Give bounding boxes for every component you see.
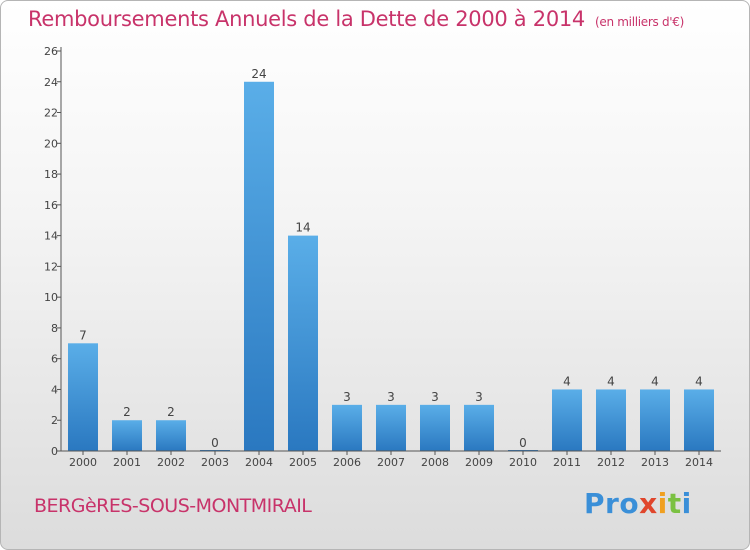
bar (332, 404, 362, 451)
y-tick-label: 16 (44, 199, 58, 212)
chart-title: Remboursements Annuels de la Dette de 20… (28, 7, 684, 31)
data-label: 0 (211, 436, 219, 450)
y-tick-label: 0 (51, 445, 58, 458)
logo-part: Pro (584, 487, 640, 520)
data-label: 4 (563, 374, 571, 388)
data-label: 3 (431, 390, 439, 404)
bar (684, 389, 714, 451)
x-tick-label: 2002 (157, 456, 185, 469)
logo-part: i (657, 487, 668, 520)
x-tick-label: 2013 (641, 456, 669, 469)
chart-title-text: Remboursements Annuels de la Dette de 20… (28, 7, 585, 31)
y-tick-label: 18 (44, 168, 58, 181)
x-tick-label: 2008 (421, 456, 449, 469)
logo-part: x (639, 487, 658, 520)
x-tick-label: 2001 (113, 456, 141, 469)
x-tick-label: 2007 (377, 456, 405, 469)
x-tick-label: 2004 (245, 456, 273, 469)
bar (552, 389, 582, 451)
bar (244, 81, 274, 452)
y-tick-label: 14 (44, 230, 58, 243)
x-tick-label: 2000 (69, 456, 97, 469)
y-tick-label: 12 (44, 260, 58, 273)
data-label: 2 (123, 405, 131, 419)
data-label: 2 (167, 405, 175, 419)
data-label: 24 (251, 67, 266, 81)
x-tick-label: 2014 (685, 456, 713, 469)
bar (596, 389, 626, 451)
y-tick-label: 22 (44, 107, 58, 120)
data-label: 3 (343, 390, 351, 404)
x-tick-label: 2006 (333, 456, 361, 469)
x-tick-label: 2009 (465, 456, 493, 469)
chart-unit: (en milliers d'€) (595, 15, 685, 29)
data-label: 7 (79, 328, 87, 342)
bar (288, 235, 318, 451)
x-tick-label: 2012 (597, 456, 625, 469)
data-label: 3 (475, 390, 483, 404)
y-tick-label: 2 (51, 414, 58, 427)
data-label: 14 (295, 221, 310, 235)
bar (640, 389, 670, 451)
y-tick-label: 26 (44, 45, 58, 58)
data-label: 0 (519, 436, 527, 450)
y-tick-label: 24 (44, 76, 58, 89)
x-tick-label: 2010 (509, 456, 537, 469)
bar (420, 404, 450, 451)
data-label: 4 (651, 374, 659, 388)
logo-part: i (681, 487, 692, 520)
data-label: 4 (607, 374, 615, 388)
bar (112, 420, 142, 451)
bar (464, 404, 494, 451)
y-tick-label: 20 (44, 137, 58, 150)
commune-name: BERGèRES-SOUS-MONTMIRAIL (34, 495, 312, 517)
y-tick-label: 8 (51, 322, 58, 335)
x-tick-label: 2011 (553, 456, 581, 469)
logo-part: t (667, 487, 682, 520)
x-tick-label: 2003 (201, 456, 229, 469)
bar (156, 420, 186, 451)
y-tick-label: 10 (44, 291, 58, 304)
bar (376, 404, 406, 451)
data-label: 3 (387, 390, 395, 404)
bar (68, 343, 98, 451)
data-label: 4 (695, 374, 703, 388)
x-tick-label: 2005 (289, 456, 317, 469)
proxiti-logo: Proxiti (584, 487, 692, 520)
y-tick-label: 6 (51, 353, 58, 366)
y-tick-label: 4 (51, 383, 58, 396)
